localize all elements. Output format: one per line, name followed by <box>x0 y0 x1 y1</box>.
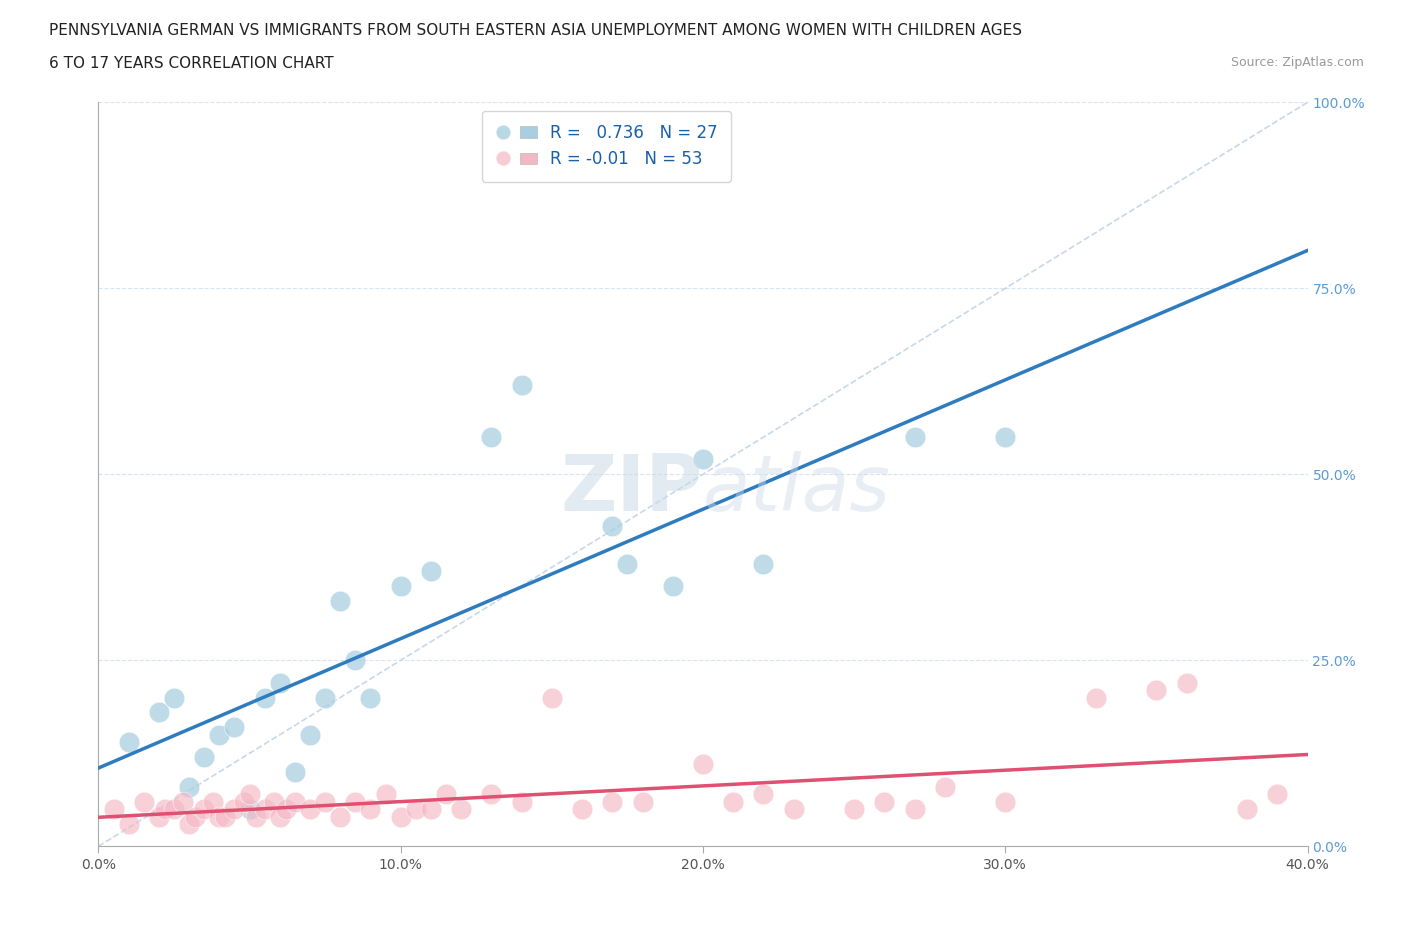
Point <box>148 809 170 824</box>
Point <box>360 690 382 705</box>
Point <box>284 764 307 779</box>
Point <box>723 794 745 809</box>
Point <box>873 794 896 809</box>
Point <box>1146 683 1168 698</box>
Point <box>389 578 412 593</box>
Point <box>163 802 186 817</box>
Point <box>752 787 775 802</box>
Point <box>360 802 382 817</box>
Point <box>631 794 654 809</box>
Text: PENNSYLVANIA GERMAN VS IMMIGRANTS FROM SOUTH EASTERN ASIA UNEMPLOYMENT AMONG WOM: PENNSYLVANIA GERMAN VS IMMIGRANTS FROM S… <box>49 23 1022 38</box>
Point <box>450 802 472 817</box>
Point <box>692 452 714 467</box>
Point <box>481 787 503 802</box>
Text: Source: ZipAtlas.com: Source: ZipAtlas.com <box>1230 56 1364 69</box>
Point <box>661 578 683 593</box>
Point <box>148 705 170 720</box>
Point <box>329 593 352 608</box>
Point <box>284 794 307 809</box>
Point <box>1085 690 1108 705</box>
Point <box>434 787 457 802</box>
Point <box>389 809 412 824</box>
Point <box>153 802 176 817</box>
Point <box>299 802 322 817</box>
Point <box>239 802 262 817</box>
Point <box>344 794 367 809</box>
Point <box>224 802 246 817</box>
Point <box>214 809 236 824</box>
Point <box>103 802 125 817</box>
Point <box>329 809 352 824</box>
Point <box>274 802 297 817</box>
Point <box>224 720 246 735</box>
Point <box>208 727 231 742</box>
Point <box>510 378 533 392</box>
Point <box>118 817 141 831</box>
Point <box>263 794 285 809</box>
Point <box>208 809 231 824</box>
Point <box>571 802 593 817</box>
Point <box>904 802 927 817</box>
Point <box>193 750 215 764</box>
Point <box>232 794 254 809</box>
Point <box>904 430 927 445</box>
Point <box>540 690 562 705</box>
Point <box>994 430 1017 445</box>
Point <box>239 787 262 802</box>
Point <box>314 690 336 705</box>
Point <box>692 757 714 772</box>
Point <box>934 779 956 794</box>
Point <box>269 675 291 690</box>
Point <box>193 802 215 817</box>
Point <box>481 430 503 445</box>
Point <box>253 690 276 705</box>
Point <box>1236 802 1258 817</box>
Point <box>510 794 533 809</box>
Point <box>602 519 624 534</box>
Point <box>420 564 443 578</box>
Point <box>179 817 201 831</box>
Point <box>269 809 291 824</box>
Point <box>994 794 1017 809</box>
Point <box>184 809 207 824</box>
Text: 6 TO 17 YEARS CORRELATION CHART: 6 TO 17 YEARS CORRELATION CHART <box>49 56 333 71</box>
Point <box>616 556 638 571</box>
Legend: R =   0.736   N = 27, R = -0.01   N = 53: R = 0.736 N = 27, R = -0.01 N = 53 <box>482 111 731 181</box>
Point <box>1267 787 1289 802</box>
Point <box>172 794 194 809</box>
Point <box>253 802 276 817</box>
Point <box>202 794 225 809</box>
Point <box>420 802 443 817</box>
Point <box>602 794 624 809</box>
Point <box>163 690 186 705</box>
Point <box>245 809 267 824</box>
Point <box>344 653 367 668</box>
Point <box>179 779 201 794</box>
Text: atlas: atlas <box>703 451 891 527</box>
Text: ZIP: ZIP <box>561 451 703 527</box>
Point <box>1175 675 1198 690</box>
Point <box>844 802 866 817</box>
Point <box>118 735 141 750</box>
Point <box>405 802 427 817</box>
Point <box>783 802 806 817</box>
Point <box>132 794 155 809</box>
Point <box>374 787 396 802</box>
Point <box>752 556 775 571</box>
Point <box>299 727 322 742</box>
Point <box>314 794 336 809</box>
